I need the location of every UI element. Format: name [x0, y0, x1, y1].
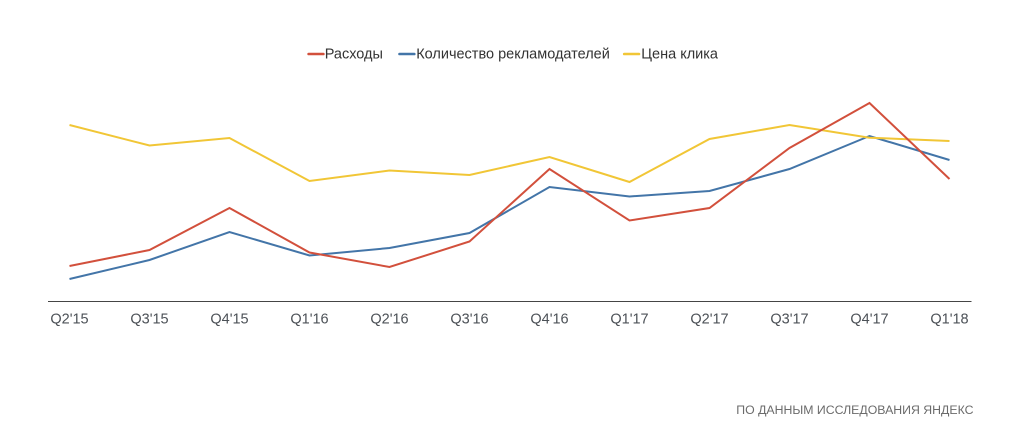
svg-text:Q2'17: Q2'17	[690, 312, 728, 328]
svg-text:Q1'18: Q1'18	[930, 312, 968, 328]
svg-text:Q3'16: Q3'16	[450, 312, 488, 328]
svg-text:Расходы: Расходы	[325, 46, 383, 62]
svg-text:Q1'16: Q1'16	[290, 312, 328, 328]
svg-text:Цена клика: Цена клика	[641, 46, 719, 62]
svg-text:Q3'17: Q3'17	[770, 312, 808, 328]
svg-text:Q4'16: Q4'16	[530, 312, 568, 328]
svg-text:Q1'17: Q1'17	[610, 312, 648, 328]
svg-text:ПО ДАННЫМ ИССЛЕДОВАНИЯ ЯНДЕКС: ПО ДАННЫМ ИССЛЕДОВАНИЯ ЯНДЕКС	[736, 403, 973, 417]
svg-text:Q4'17: Q4'17	[850, 312, 888, 328]
svg-text:Количество рекламодателей: Количество рекламодателей	[416, 46, 610, 62]
svg-text:Q2'15: Q2'15	[50, 312, 88, 328]
svg-text:Q2'16: Q2'16	[370, 312, 408, 328]
svg-text:Q3'15: Q3'15	[130, 312, 168, 328]
svg-text:Q4'15: Q4'15	[210, 312, 248, 328]
